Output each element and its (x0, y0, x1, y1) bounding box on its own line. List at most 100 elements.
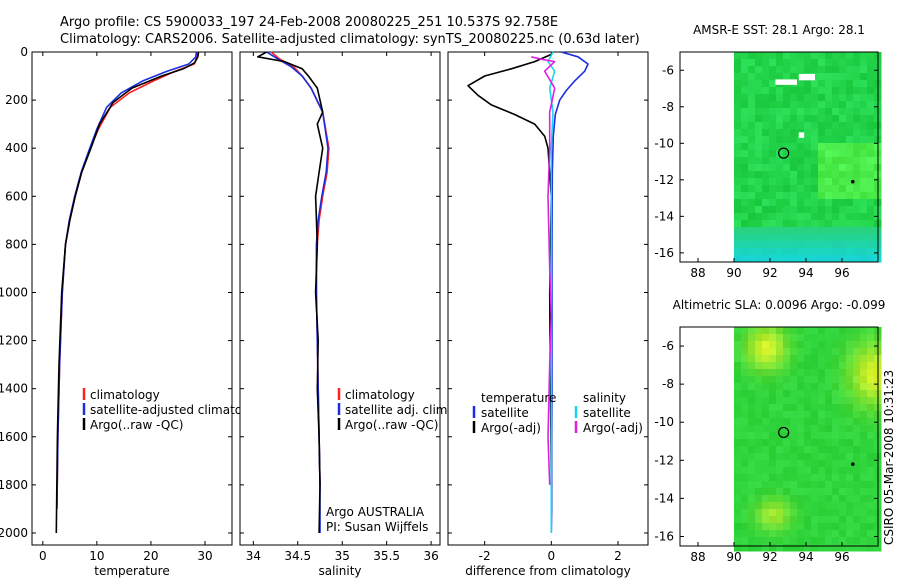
map-cell (762, 530, 770, 538)
legend-label: Argo(-adj) (583, 421, 643, 435)
map-cell (769, 544, 777, 552)
xtick-label: 96 (834, 550, 849, 564)
map-cell (825, 80, 833, 88)
map-cell (804, 150, 812, 158)
map-cell (839, 164, 847, 172)
map-cell (860, 502, 868, 510)
map-cell (867, 523, 875, 531)
map-cell (825, 397, 833, 405)
map-cell (853, 213, 861, 221)
map-cell (853, 453, 861, 461)
map-cell (783, 411, 791, 419)
map-cell (734, 108, 742, 116)
map-cell (734, 495, 742, 503)
map-cell (776, 446, 784, 454)
map-cell (867, 220, 875, 228)
map-cell (839, 178, 847, 186)
ytick-label: -8 (662, 377, 674, 391)
map-cell (832, 241, 840, 249)
map-cell (825, 136, 833, 144)
map-cell (811, 418, 819, 426)
map-cell (755, 150, 763, 158)
map-cell (839, 432, 847, 440)
map-cell (741, 474, 749, 482)
map-cell (748, 129, 756, 137)
map-cell (797, 376, 805, 384)
map-cell (846, 537, 854, 545)
map-cell (776, 362, 784, 370)
map-cell (741, 115, 749, 123)
map-cell (846, 87, 854, 95)
map-cell (825, 474, 833, 482)
map-cell (839, 411, 847, 419)
map-cell (818, 334, 826, 342)
float-position-marker (778, 426, 790, 439)
map-cell (741, 488, 749, 496)
map-cell (818, 467, 826, 475)
map-cell (769, 59, 777, 67)
map-cell (783, 66, 791, 74)
map-cell (755, 164, 763, 172)
map-cell (797, 397, 805, 405)
map-cell (755, 446, 763, 454)
xtick-label: 0 (39, 549, 47, 563)
map-cell (825, 220, 833, 228)
map-cell (825, 94, 833, 102)
map-cell (776, 348, 784, 356)
map-cell (860, 418, 868, 426)
map-cell (797, 87, 805, 95)
map-cell (755, 460, 763, 468)
map-cell (783, 178, 791, 186)
map-cell (776, 509, 784, 517)
map-cell (846, 355, 854, 363)
map-cell (853, 248, 861, 256)
map-cell (846, 73, 854, 81)
ytick-label: -14 (654, 209, 674, 223)
map-cell (811, 94, 819, 102)
map-cell (825, 185, 833, 193)
map-cell (769, 185, 777, 193)
map-cell (867, 59, 875, 67)
map-cell (748, 425, 756, 433)
xtick-label: 92 (762, 550, 777, 564)
map-cell (825, 178, 833, 186)
map-cell (741, 101, 749, 109)
map-cell (853, 80, 861, 88)
map-cell (832, 59, 840, 67)
map-cell (734, 248, 742, 256)
map-cell (804, 59, 812, 67)
map-cell (832, 460, 840, 468)
map-cell (748, 108, 756, 116)
map-cell (769, 341, 777, 349)
map-cell (776, 411, 784, 419)
map-cell (860, 171, 868, 179)
sst-map-panel: AMSR-E SST: 28.1 Argo: 28.1 -6 -8 -10 -12 -14… (654, 23, 882, 280)
map-cell (846, 255, 854, 263)
map-cell (790, 220, 798, 228)
map-cell (825, 192, 833, 200)
map-cell (818, 185, 826, 193)
salinity-plot-frame (239, 51, 441, 546)
map-cell (839, 425, 847, 433)
map-cell (783, 101, 791, 109)
map-cell (811, 150, 819, 158)
map-cell (783, 334, 791, 342)
ytick-label: 1800 (0, 478, 28, 492)
map-cell (853, 390, 861, 398)
map-cell (769, 206, 777, 214)
map-cell (825, 390, 833, 398)
map-cell (734, 129, 742, 137)
map-cell (825, 108, 833, 116)
map-cell (818, 122, 826, 130)
map-cell (755, 537, 763, 545)
map-cell (825, 334, 833, 342)
map-cell (790, 241, 798, 249)
map-cell (860, 115, 868, 123)
map-cell (797, 418, 805, 426)
map-cell (769, 108, 777, 116)
map-cell (762, 192, 770, 200)
map-cell (853, 418, 861, 426)
map-cell (839, 397, 847, 405)
map-cell (762, 537, 770, 545)
map-cell (811, 101, 819, 109)
